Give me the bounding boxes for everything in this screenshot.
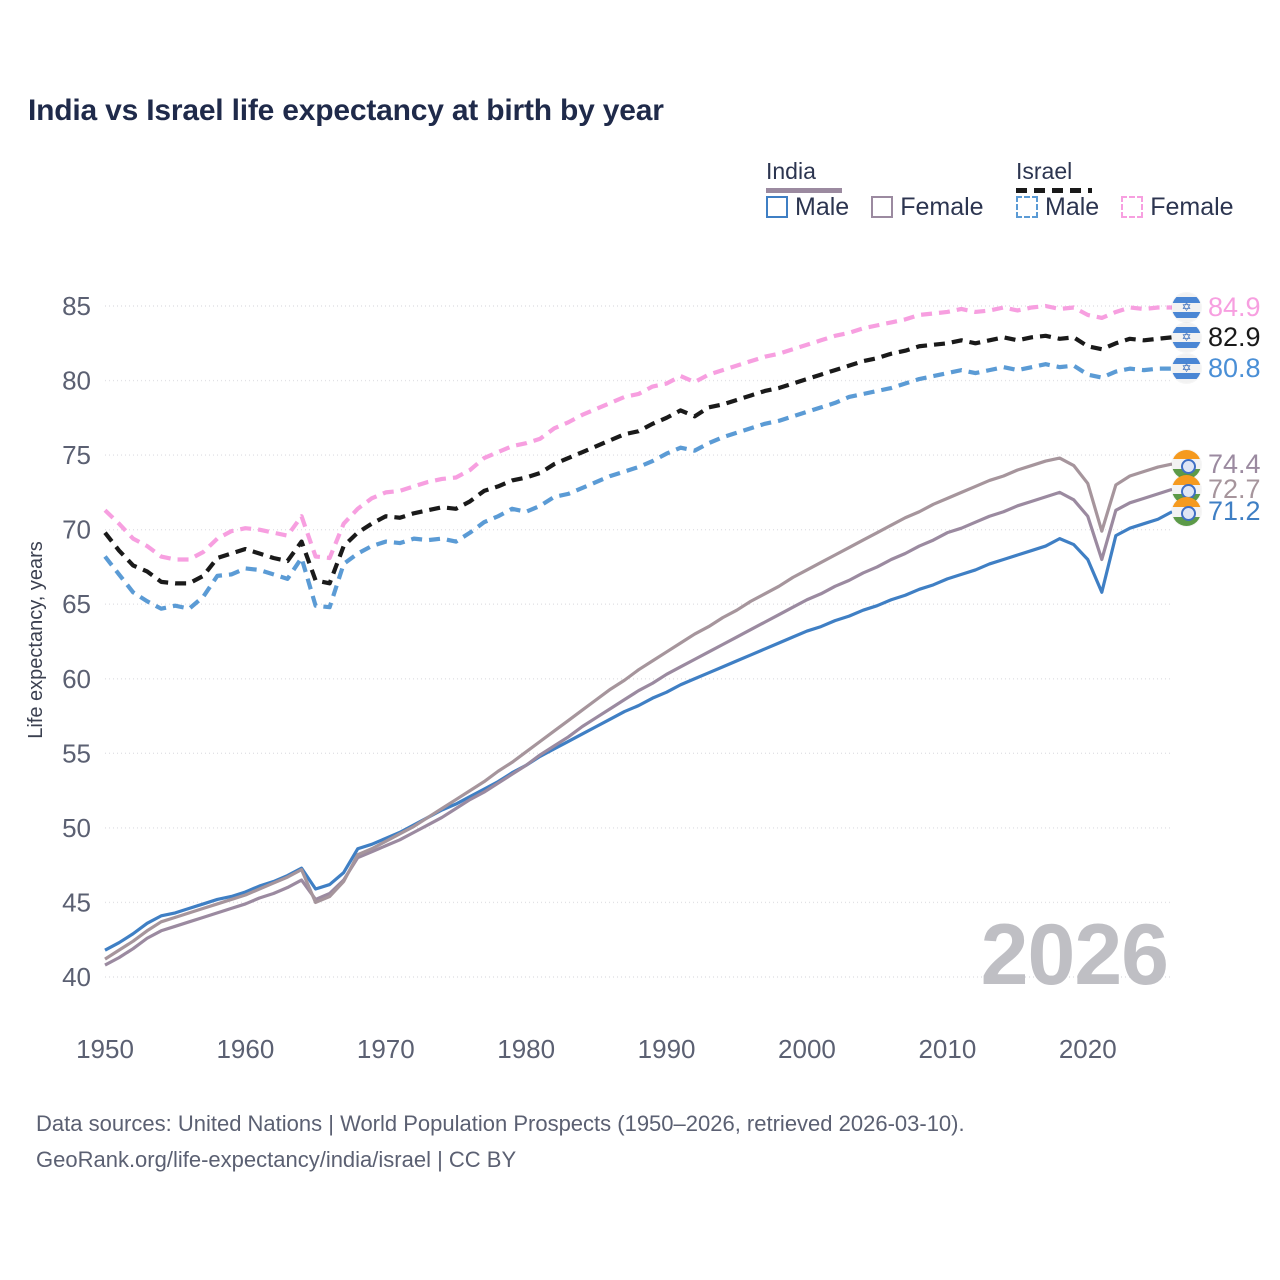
series-line bbox=[103, 362, 1172, 611]
y-tick-label: 80 bbox=[62, 366, 91, 396]
legend-country-israel: Israel bbox=[1016, 158, 1073, 184]
israel-flag-icon: ✡ bbox=[1172, 322, 1201, 352]
y-tick-label: 75 bbox=[62, 440, 91, 470]
legend-swatch-india-male-icon bbox=[766, 196, 788, 218]
x-tick-label: 2010 bbox=[918, 1034, 976, 1064]
series-line bbox=[104, 510, 1173, 952]
end-label-value: 82.9 bbox=[1208, 321, 1261, 352]
data-series-lines bbox=[103, 303, 1173, 967]
legend-swatch-india-female-icon bbox=[871, 196, 894, 218]
y-tick-label: 40 bbox=[62, 962, 91, 992]
end-label-israel-female: ✡ 84.9 bbox=[1172, 292, 1261, 322]
footer-line-sources: Data sources: United Nations | World Pop… bbox=[36, 1111, 965, 1136]
legend-country-india: India bbox=[766, 158, 816, 184]
year-watermark: 2026 bbox=[980, 907, 1169, 1003]
legend-item-india-male[interactable]: Male bbox=[766, 194, 849, 220]
x-tick-label: 1950 bbox=[76, 1034, 134, 1064]
india-flag-icon bbox=[1172, 497, 1201, 527]
end-label-value: 71.2 bbox=[1208, 496, 1261, 527]
series-line bbox=[103, 303, 1172, 562]
end-label-israel-male: ✡ 80.8 bbox=[1172, 354, 1261, 384]
y-tick-label: 65 bbox=[62, 589, 91, 619]
legend-group-israel: Israel Male Female bbox=[1016, 158, 1234, 220]
y-tick-label: 85 bbox=[62, 291, 91, 321]
y-axis-ticks: 40 45 50 55 60 65 70 75 80 85 bbox=[62, 291, 91, 992]
y-tick-label: 60 bbox=[62, 664, 91, 694]
legend-group-india: India Male Female bbox=[766, 158, 984, 220]
footer-line-url: GeoRank.org/life-expectancy/india/israel… bbox=[36, 1147, 517, 1172]
legend-label-india-female: Female bbox=[900, 193, 984, 221]
legend-label-india-male: Male bbox=[795, 193, 850, 221]
x-tick-label: 2020 bbox=[1059, 1034, 1117, 1064]
y-tick-label: 50 bbox=[62, 813, 91, 843]
end-label-israel-total: ✡ 82.9 bbox=[1172, 322, 1261, 352]
x-axis-ticks: 1950 1960 1970 1980 1990 2000 2010 2020 bbox=[76, 1034, 1117, 1064]
end-label-india-male: 71.2 bbox=[1172, 497, 1261, 527]
y-tick-label: 55 bbox=[62, 738, 91, 768]
chart-legend: India Male Female Israel Male bbox=[758, 158, 1258, 244]
x-tick-label: 2000 bbox=[778, 1034, 836, 1064]
series-line bbox=[104, 456, 1173, 961]
gridlines bbox=[105, 305, 1172, 978]
legend-rule-israel bbox=[1016, 188, 1092, 193]
x-tick-label: 1980 bbox=[497, 1034, 555, 1064]
y-tick-label: 45 bbox=[62, 887, 91, 917]
israel-flag-icon: ✡ bbox=[1172, 292, 1201, 322]
y-axis-title: Life expectancy, years bbox=[25, 541, 47, 739]
legend-rule-india bbox=[766, 188, 842, 193]
legend-label-israel-female: Female bbox=[1150, 193, 1234, 221]
legend-swatch-israel-male-icon bbox=[1016, 196, 1038, 218]
end-label-value: 84.9 bbox=[1208, 291, 1261, 322]
legend-item-israel-female[interactable]: Female bbox=[1121, 193, 1234, 221]
series-line bbox=[104, 487, 1173, 967]
legend-item-israel-male[interactable]: Male bbox=[1016, 194, 1099, 220]
page-title: India vs Israel life expectancy at birth… bbox=[28, 94, 664, 127]
legend-label-israel-male: Male bbox=[1045, 193, 1100, 221]
end-label-value: 72.7 bbox=[1208, 473, 1261, 504]
y-tick-label: 70 bbox=[62, 515, 91, 545]
footer-credits: Data sources: United Nations | World Pop… bbox=[36, 1106, 965, 1178]
end-label-india-female: 74.4 bbox=[1172, 449, 1261, 479]
end-label-value: 80.8 bbox=[1208, 353, 1261, 384]
x-tick-label: 1970 bbox=[357, 1034, 415, 1064]
x-tick-label: 1960 bbox=[216, 1034, 274, 1064]
x-tick-label: 1990 bbox=[638, 1034, 696, 1064]
legend-swatch-israel-female-icon bbox=[1121, 196, 1144, 218]
end-label-value: 74.4 bbox=[1208, 448, 1261, 479]
legend-item-india-female[interactable]: Female bbox=[871, 193, 984, 221]
india-flag-icon bbox=[1172, 449, 1201, 479]
series-line bbox=[103, 333, 1173, 586]
israel-flag-icon: ✡ bbox=[1172, 354, 1201, 384]
